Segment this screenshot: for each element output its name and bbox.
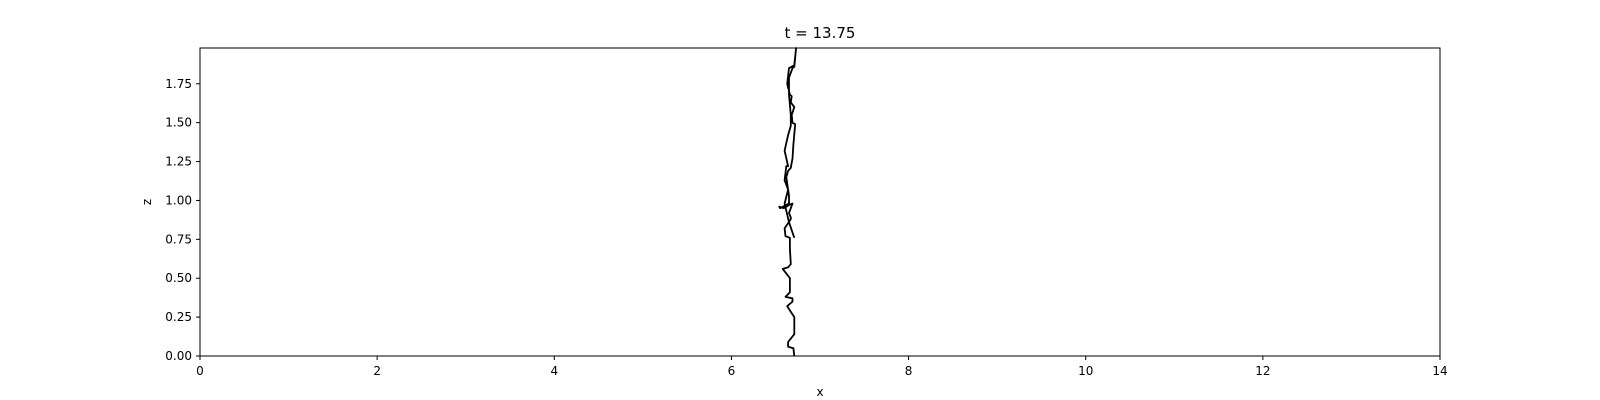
interface-contour-line [778,47,797,357]
x-tick-label: 0 [196,364,204,378]
y-axis: 0.00 0.25 0.50 0.75 1.00 1.25 1.50 1.75 [165,77,200,363]
x-tick-label: 12 [1255,364,1270,378]
x-tick-label: 4 [550,364,558,378]
x-axis: 0 2 4 6 8 10 12 14 [196,356,1448,378]
y-axis-label: z [140,199,154,205]
y-tick-label: 0.50 [165,271,192,285]
y-tick-label: 1.50 [165,116,192,130]
x-tick-label: 2 [373,364,381,378]
x-tick-label: 6 [728,364,736,378]
y-tick-label: 1.00 [165,193,192,207]
x-axis-label: x [816,385,823,399]
plot-area [778,47,797,357]
axes-frame [199,47,1441,357]
y-tick-label: 0.00 [165,349,192,363]
x-tick-label: 14 [1432,364,1447,378]
x-tick-label: 10 [1078,364,1093,378]
y-tick-label: 0.25 [165,310,192,324]
x-tick-label: 8 [905,364,913,378]
y-tick-label: 0.75 [165,232,192,246]
chart-title: t = 13.75 [785,24,856,42]
y-tick-label: 1.25 [165,155,192,169]
y-tick-label: 1.75 [165,77,192,91]
